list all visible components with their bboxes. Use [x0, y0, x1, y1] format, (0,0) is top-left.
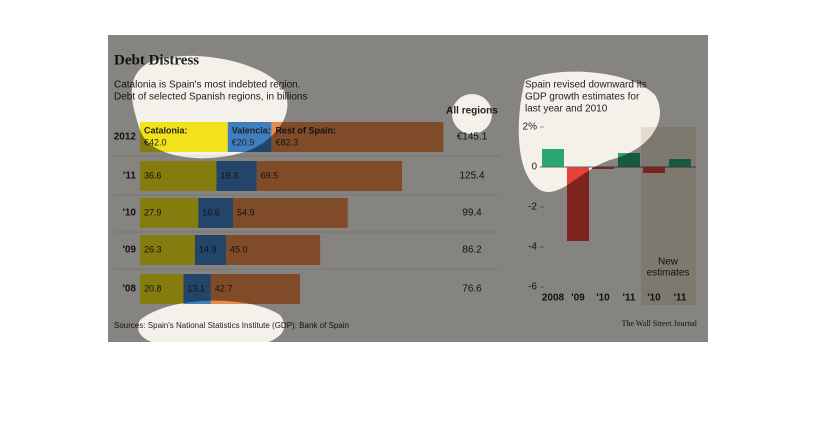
value-label: €82.3 — [275, 137, 298, 147]
y-tick-label: -6 — [528, 282, 537, 293]
category-label: 2012 — [114, 132, 137, 143]
x-tick-label: 2008 — [542, 293, 565, 304]
bar-segment — [256, 161, 403, 191]
value-label: 26.3 — [144, 244, 162, 254]
category-label: '10 — [122, 208, 136, 219]
x-tick-label: '11 — [623, 293, 636, 304]
bar-segment — [140, 235, 195, 265]
bar-segment — [140, 122, 228, 152]
bar — [542, 149, 564, 167]
y-tick-label: -2 — [528, 202, 537, 213]
bar-segment — [232, 198, 348, 228]
estimates-shade — [641, 127, 696, 305]
value-label: 13.1 — [187, 283, 205, 293]
totals-header: All regions — [446, 106, 498, 117]
subtitle: Spain revised downward its — [525, 80, 647, 91]
value-label: 45.0 — [230, 244, 248, 254]
annotation: New — [658, 257, 679, 268]
category-label: '09 — [122, 245, 136, 256]
category-label: '11 — [123, 171, 136, 182]
bar-segment — [227, 122, 272, 152]
x-tick-label: '10 — [647, 293, 661, 304]
bar-segment — [140, 274, 184, 304]
bar — [669, 159, 691, 167]
legend-label: Catalonia: — [144, 125, 188, 135]
total-label: 125.4 — [459, 171, 484, 182]
value-label: 36.6 — [144, 170, 162, 180]
value-label: 19.3 — [220, 170, 238, 180]
y-tick-label: 0 — [531, 162, 537, 173]
bar-segment — [216, 161, 257, 191]
value-label: 16.6 — [202, 207, 220, 217]
subtitle: Debt of selected Spanish regions, in bil… — [114, 92, 307, 103]
credit: The Wall Street Journal — [622, 319, 698, 328]
category-label: '08 — [122, 284, 136, 295]
y-tick-label: 2% — [523, 122, 538, 133]
total-label: 86.2 — [462, 245, 482, 256]
bar — [567, 167, 589, 241]
value-label: 20.8 — [144, 283, 162, 293]
annotation: estimates — [647, 268, 690, 279]
subtitle: Catalonia is Spain's most indebted regio… — [114, 80, 300, 91]
total-label: 76.6 — [462, 284, 482, 295]
bar-segment — [271, 122, 444, 152]
value-label: 54.9 — [237, 207, 255, 217]
bar-segment — [140, 198, 199, 228]
subtitle: last year and 2010 — [525, 104, 608, 115]
bar-segment — [183, 274, 211, 304]
bar — [592, 167, 614, 169]
value-label: €42.0 — [144, 137, 167, 147]
legend-label: Valencia: — [232, 125, 271, 135]
bar-segment — [198, 198, 233, 228]
value-label: 42.7 — [215, 283, 233, 293]
value-label: 27.9 — [144, 207, 162, 217]
x-tick-label: '11 — [674, 293, 687, 304]
title: Debt Distress — [114, 52, 199, 68]
value-label: 69.5 — [261, 170, 279, 180]
bar-segment — [210, 274, 301, 304]
dim-overlay — [108, 35, 708, 342]
graphic: Debt Distress Sources: Spain's National … — [108, 35, 708, 342]
total-label: €145.1 — [457, 132, 488, 143]
bar — [643, 167, 665, 173]
bar-segment — [194, 235, 227, 265]
bar-segment — [226, 235, 321, 265]
legend-label: Rest of Spain: — [275, 125, 336, 135]
x-tick-label: '10 — [596, 293, 610, 304]
value-label: 14.9 — [199, 244, 217, 254]
bar — [618, 153, 640, 167]
subtitle: GDP growth estimates for — [525, 92, 640, 103]
y-tick-label: -4 — [528, 242, 537, 253]
x-tick-label: '09 — [571, 293, 585, 304]
source: Sources: Spain's National Statistics Ins… — [114, 321, 349, 330]
value-label: €20.9 — [232, 137, 255, 147]
bar-segment — [140, 161, 217, 191]
total-label: 99.4 — [462, 208, 482, 219]
